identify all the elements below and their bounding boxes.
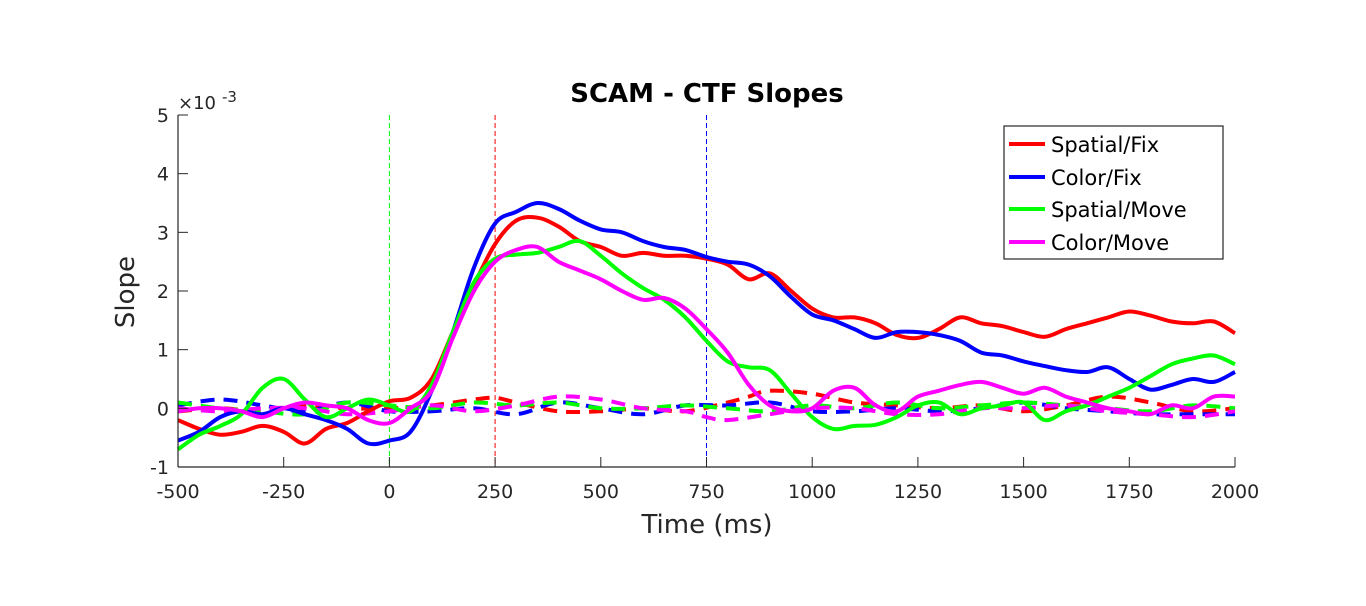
x-axis-label: Time (ms) [640,510,772,540]
y-tick-label: 0 [157,398,169,420]
legend: Spatial/Fix Color/Fix Spatial/Move Color… [1003,125,1224,260]
reference-lines [388,115,707,467]
axes: -500 -250 0 250 500 750 1000 1250 1500 1750 2000-1… [150,105,1259,503]
series-line-color-fix [177,200,1236,447]
legend-label-spatial-move: Spatial/Move [1051,198,1187,222]
x-tick-label: 2000 [1211,481,1259,503]
y-tick-label: 1 [157,340,169,362]
series-line-color-move-dashed [177,394,1236,423]
x-tick-label: 1000 [788,481,836,503]
series-line-spatial-move-dashed [177,400,1236,417]
x-tick-label: 1250 [894,481,942,503]
x-tick-label: 250 [477,481,513,503]
y-tick-label: 3 [157,222,169,244]
y-exponent-power: -3 [222,88,237,106]
series-line-color-move [177,244,1236,426]
y-tick-label: 2 [157,281,169,303]
x-tick-label: 750 [688,481,724,503]
x-tick-label: -500 [156,481,199,503]
y-tick-label: 4 [157,164,169,186]
y-tick-label: 5 [157,105,169,127]
x-tick-label: 1500 [999,481,1047,503]
x-tick-label: 0 [383,481,395,503]
legend-label-color-move: Color/Move [1051,231,1169,255]
y-axis-label: Slope [111,256,141,328]
series-lines [176,200,1237,452]
legend-box [1003,125,1224,260]
y-exponent-base: ×10 [178,93,216,114]
series-line-spatial-move [176,238,1236,452]
legend-label-color-fix: Color/Fix [1051,166,1142,190]
x-tick-label: -250 [262,481,305,503]
legend-label-spatial-fix: Spatial/Fix [1051,133,1159,157]
y-exponent: ×10 -3 [178,88,237,114]
x-tick-label: 500 [583,481,619,503]
x-tick-label: 1750 [1105,481,1153,503]
y-tick-label: -1 [150,457,169,479]
chart-title: SCAM - CTF Slopes [570,79,844,109]
